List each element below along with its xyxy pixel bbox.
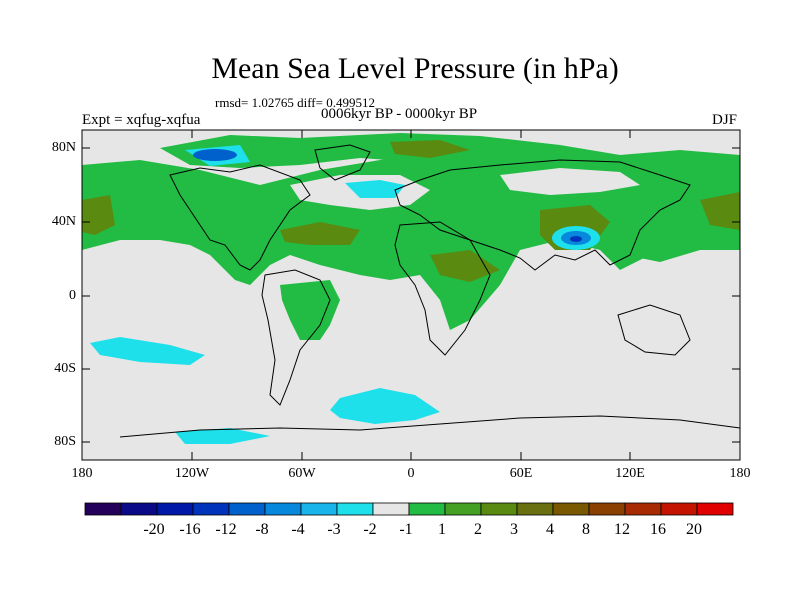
cyan-antarctic: [175, 428, 270, 444]
lon-label-180w: 180: [71, 466, 93, 481]
anomaly-fields: [82, 133, 740, 444]
colorbar-label: 4: [546, 521, 554, 538]
darkgreen-arctic: [390, 140, 470, 158]
season-label: DJF: [712, 112, 738, 128]
colorbar-swatch: [300, 502, 338, 516]
period-label: 0006kyr BP - 0000kyr BP: [321, 106, 478, 122]
colorbar-swatch: [660, 502, 698, 516]
experiment-label: Expt = xqfug-xqfua: [82, 112, 201, 128]
green-south-america: [280, 280, 340, 340]
lon-label-120w: 120W: [174, 466, 210, 481]
colorbar-swatch: [444, 502, 482, 516]
colorbar-swatch: [588, 502, 626, 516]
lat-label-40n: 40N: [51, 214, 76, 229]
coast-south-america: [261, 269, 331, 406]
colorbar-swatch: [120, 502, 158, 516]
colorbar-label: -8: [255, 521, 269, 538]
green-arctic: [160, 133, 620, 168]
colorbar-swatch: [336, 502, 374, 516]
colorbar-label: -4: [291, 521, 305, 538]
colorbar-swatch: [480, 502, 518, 516]
lon-label-60w: 60W: [288, 466, 316, 481]
coast-eurasia: [394, 159, 691, 271]
coastlines: [119, 144, 741, 438]
axis-ticks: [82, 130, 740, 460]
cyan-south-atlantic: [330, 388, 440, 424]
colorbar-swatch: [408, 502, 446, 516]
colorbar-swatch: [372, 502, 410, 516]
cyan-north-atlantic: [345, 180, 405, 198]
lon-label-60e: 60E: [509, 466, 533, 481]
lon-label-120e: 120E: [615, 466, 645, 481]
coast-africa: [394, 221, 491, 356]
colorbar-label: 8: [582, 521, 590, 538]
colorbar-swatch: [156, 502, 194, 516]
coast-north-america: [169, 164, 311, 271]
colorbar-swatch: [624, 502, 662, 516]
colorbar-swatch: [516, 502, 554, 516]
colorbar-label: -16: [179, 521, 201, 538]
lon-label-0: 0: [407, 466, 415, 481]
colorbar-label: 3: [510, 521, 518, 538]
colorbar-label: -1: [399, 521, 413, 538]
darkgreen-north-africa: [280, 222, 360, 245]
colorbar-label: -3: [327, 521, 341, 538]
coast-australia: [617, 304, 691, 356]
stats-line: rmsd= 1.02765 diff= 0.499512: [215, 95, 375, 110]
colorbar-swatch: [84, 502, 122, 516]
cyan-south-pacific: [90, 337, 205, 365]
lat-label-40s: 40S: [54, 361, 76, 376]
colorbar-label: -2: [363, 521, 377, 538]
darkgreen-arabia: [430, 250, 500, 282]
colorbar-swatch: [264, 502, 302, 516]
darkgreen-east: [700, 192, 740, 230]
colorbar-label: 1: [438, 521, 446, 538]
colorbar-label: 2: [474, 521, 482, 538]
colorbar-swatch: [228, 502, 266, 516]
colorbar-label: -12: [215, 521, 237, 538]
coast-greenland: [314, 144, 371, 181]
lat-label-80n: 80N: [51, 140, 76, 155]
grey-gap-asia: [500, 168, 640, 195]
green-pacific-arm: [640, 230, 740, 262]
blue-core-tibet: [570, 236, 582, 242]
colorbar-label: -20: [143, 521, 165, 538]
lon-label-180e: 180: [729, 466, 751, 481]
darkgreen-west: [82, 195, 115, 235]
colorbar-label: 16: [650, 521, 666, 538]
colorbar-label: 20: [686, 521, 702, 538]
coast-antarctica: [119, 415, 741, 438]
colorbar-swatch: [552, 502, 590, 516]
map-title: Mean Sea Level Pressure (in hPa): [211, 52, 619, 85]
colorbar-swatch: [192, 502, 230, 516]
colorbar-swatch: [696, 502, 734, 516]
colorbar-label: 12: [614, 521, 630, 538]
lat-label-equator: 0: [69, 288, 76, 303]
blue-core-greenland: [193, 149, 237, 161]
lat-label-80s: 80S: [54, 434, 76, 449]
colorbar: [84, 502, 734, 516]
